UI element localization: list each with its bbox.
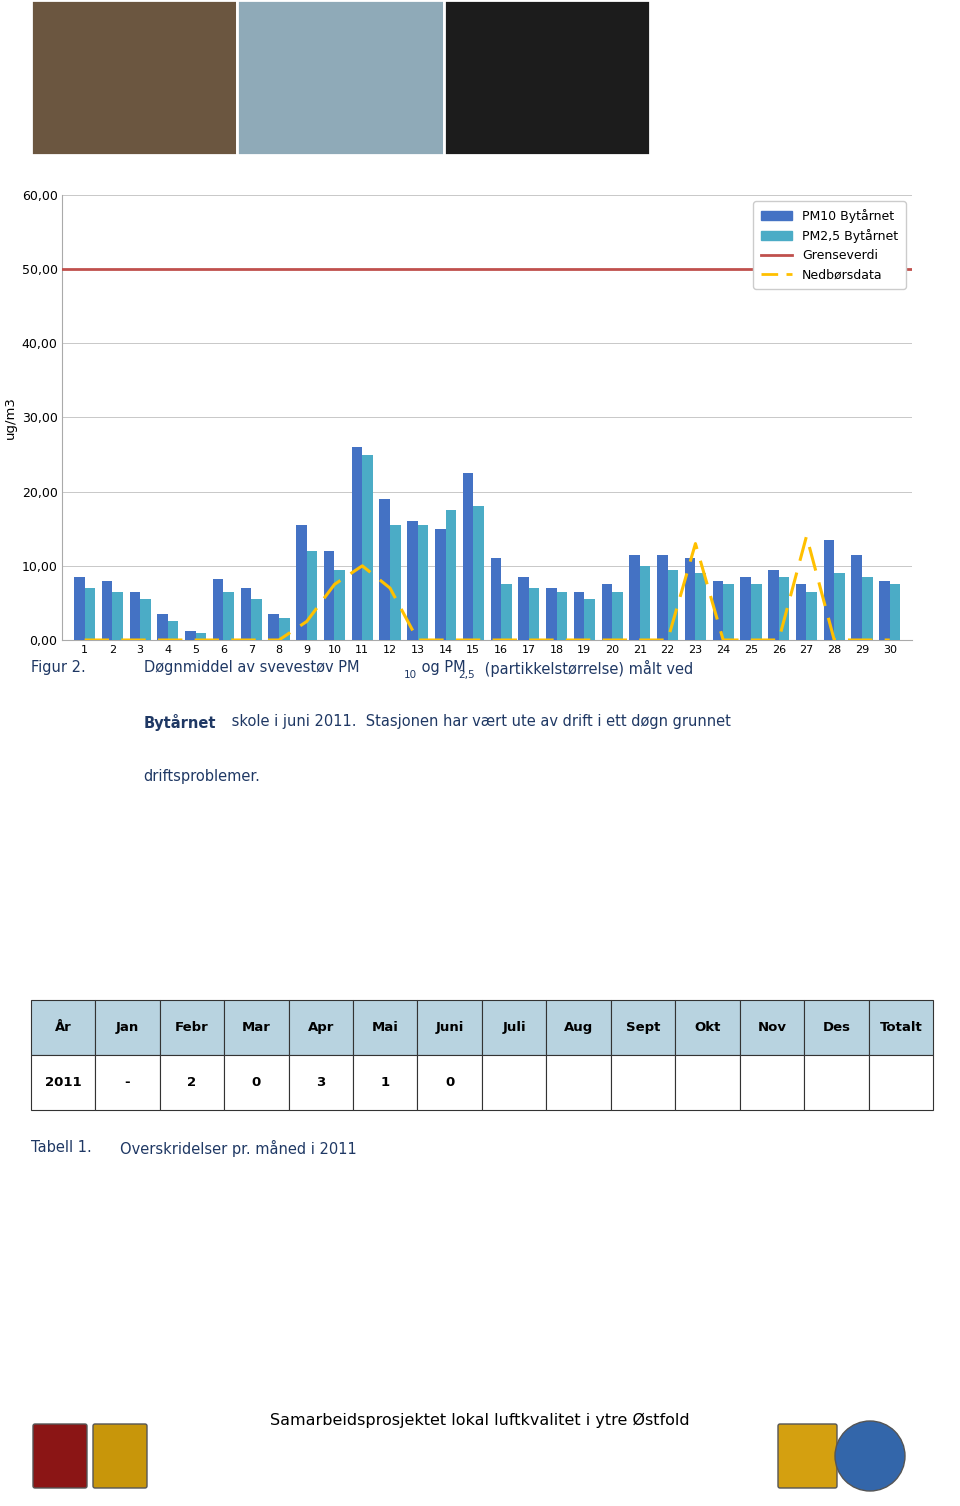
Y-axis label: ug/m3: ug/m3 bbox=[5, 396, 17, 438]
Text: Tabell 1.: Tabell 1. bbox=[31, 1140, 91, 1155]
Bar bbox=[351, 447, 362, 640]
Bar bbox=[237, 0, 444, 155]
Bar bbox=[501, 584, 512, 640]
Text: Overskridelser pr. måned i 2011: Overskridelser pr. måned i 2011 bbox=[120, 1140, 357, 1157]
Bar bbox=[585, 599, 595, 640]
Bar bbox=[740, 577, 751, 640]
Text: Døgnmiddel av svevestøv PM: Døgnmiddel av svevestøv PM bbox=[143, 660, 359, 675]
Bar bbox=[252, 599, 262, 640]
Bar bbox=[640, 566, 651, 640]
Bar bbox=[324, 551, 334, 640]
FancyBboxPatch shape bbox=[778, 1425, 837, 1488]
Bar bbox=[435, 529, 445, 640]
Bar bbox=[130, 592, 140, 640]
Bar bbox=[546, 587, 557, 640]
Bar bbox=[463, 473, 473, 640]
Bar bbox=[445, 511, 456, 640]
Bar bbox=[630, 554, 640, 640]
Bar bbox=[473, 506, 484, 640]
Bar bbox=[695, 574, 706, 640]
Text: driftsproblemer.: driftsproblemer. bbox=[143, 768, 260, 783]
Bar bbox=[213, 580, 224, 640]
Text: 2,5: 2,5 bbox=[459, 670, 475, 681]
Bar bbox=[297, 526, 307, 640]
Bar bbox=[224, 592, 234, 640]
Bar bbox=[168, 622, 179, 640]
Bar bbox=[390, 526, 400, 640]
Circle shape bbox=[835, 1422, 905, 1491]
Bar bbox=[768, 569, 779, 640]
Bar bbox=[684, 559, 695, 640]
Bar bbox=[834, 574, 845, 640]
Text: Samarbeidsprosjektet lokal luftkvalitet i ytre Østfold: Samarbeidsprosjektet lokal luftkvalitet … bbox=[270, 1413, 690, 1428]
Bar bbox=[279, 617, 290, 640]
Bar bbox=[518, 577, 529, 640]
Bar bbox=[74, 577, 84, 640]
Bar bbox=[667, 569, 678, 640]
Bar bbox=[334, 569, 345, 640]
Bar bbox=[185, 631, 196, 640]
Bar bbox=[84, 587, 95, 640]
Bar bbox=[307, 551, 317, 640]
Bar bbox=[712, 581, 723, 640]
Bar bbox=[140, 599, 151, 640]
FancyBboxPatch shape bbox=[33, 1425, 87, 1488]
Bar bbox=[418, 526, 428, 640]
Text: (partikkelstørrelse) målt ved: (partikkelstørrelse) målt ved bbox=[480, 660, 693, 678]
Bar bbox=[723, 584, 733, 640]
Bar bbox=[557, 592, 567, 640]
Bar bbox=[779, 577, 789, 640]
Text: 10: 10 bbox=[403, 670, 417, 681]
Bar bbox=[806, 592, 817, 640]
Bar bbox=[852, 554, 862, 640]
Bar bbox=[196, 633, 206, 640]
Text: skole i juni 2011.  Stasjonen har vært ute av drift i ett døgn grunnet: skole i juni 2011. Stasjonen har vært ut… bbox=[228, 714, 732, 729]
Bar bbox=[157, 614, 168, 640]
Bar bbox=[269, 614, 279, 640]
Bar bbox=[112, 592, 123, 640]
Bar bbox=[241, 587, 252, 640]
Bar bbox=[491, 559, 501, 640]
Bar bbox=[824, 539, 834, 640]
Bar bbox=[862, 577, 873, 640]
Bar bbox=[602, 584, 612, 640]
Text: Figur 2.: Figur 2. bbox=[31, 660, 85, 675]
Bar bbox=[574, 592, 585, 640]
Bar bbox=[529, 587, 540, 640]
Text: Bytårnet: Bytårnet bbox=[143, 714, 216, 732]
Bar bbox=[657, 554, 667, 640]
Bar bbox=[102, 581, 112, 640]
Bar bbox=[31, 0, 237, 155]
Bar bbox=[612, 592, 623, 640]
Bar bbox=[890, 584, 900, 640]
Bar bbox=[879, 581, 890, 640]
Bar bbox=[379, 498, 390, 640]
FancyBboxPatch shape bbox=[93, 1425, 147, 1488]
Bar bbox=[796, 584, 806, 640]
Bar bbox=[362, 455, 372, 640]
Legend: PM10 Bytårnet, PM2,5 Bytårnet, Grenseverdi, Nedbørsdata: PM10 Bytårnet, PM2,5 Bytårnet, Grensever… bbox=[754, 202, 905, 289]
Bar bbox=[407, 521, 418, 640]
Text: og PM: og PM bbox=[417, 660, 466, 675]
Bar bbox=[751, 584, 761, 640]
Bar bbox=[444, 0, 650, 155]
